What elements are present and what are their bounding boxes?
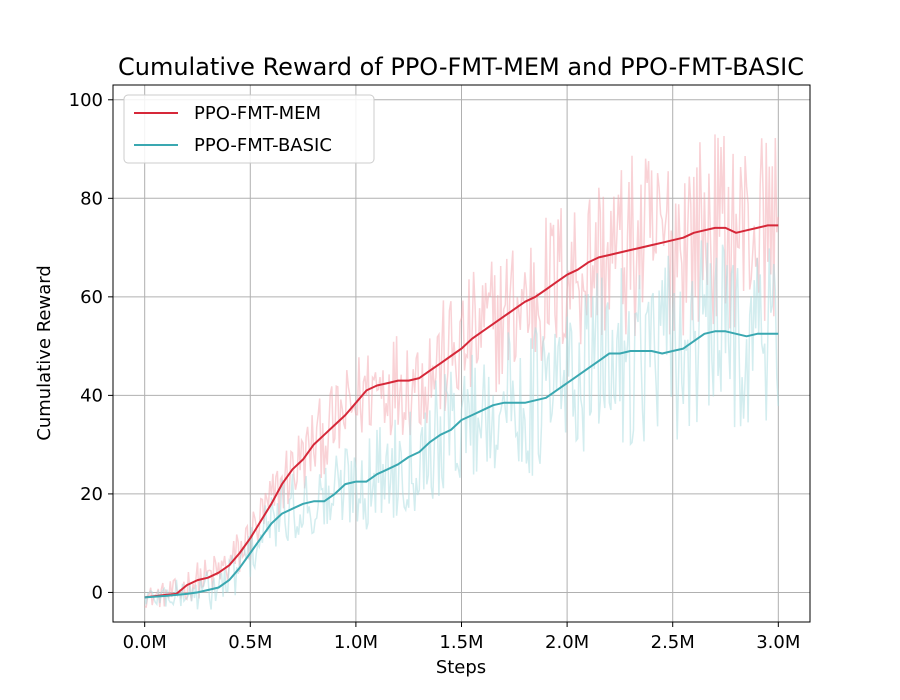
y-tick-label: 20 <box>80 484 103 505</box>
x-tick-label: 0.0M <box>123 632 167 653</box>
x-tick-label: 2.5M <box>651 632 695 653</box>
y-tick-label: 80 <box>80 188 103 209</box>
y-tick-label: 60 <box>80 287 103 308</box>
y-axis-ticks: 0 20 40 60 80 100 <box>69 90 113 603</box>
series-line-mem <box>144 224 779 599</box>
y-tick-label: 100 <box>69 90 103 111</box>
raw-line-basic <box>143 240 780 610</box>
x-tick-label: 1.0M <box>334 632 378 653</box>
x-axis-ticks: 0.0M 0.5M 1.0M 1.5M 2.0M 2.5M 3.0M <box>123 622 800 653</box>
legend-label-basic: PPO-FMT-BASIC <box>194 135 332 156</box>
legend-box <box>123 94 375 164</box>
smoothed-reward-lines <box>144 224 779 599</box>
y-tick-label: 40 <box>80 385 103 406</box>
x-tick-label: 3.0M <box>756 632 800 653</box>
x-axis-label: Steps <box>436 657 486 678</box>
legend: PPO-FMT-MEM PPO-FMT-BASIC <box>123 94 375 164</box>
x-tick-label: 2.0M <box>545 632 589 653</box>
series-line-basic <box>144 330 779 599</box>
grid <box>113 85 810 622</box>
chart-title: Cumulative Reward of PPO-FMT-MEM and PPO… <box>118 53 804 81</box>
x-tick-label: 0.5M <box>228 632 272 653</box>
y-axis-label: Cumulative Reward <box>34 265 55 441</box>
y-tick-label: 0 <box>92 582 103 603</box>
legend-label-mem: PPO-FMT-MEM <box>194 103 321 124</box>
x-tick-label: 1.5M <box>439 632 483 653</box>
